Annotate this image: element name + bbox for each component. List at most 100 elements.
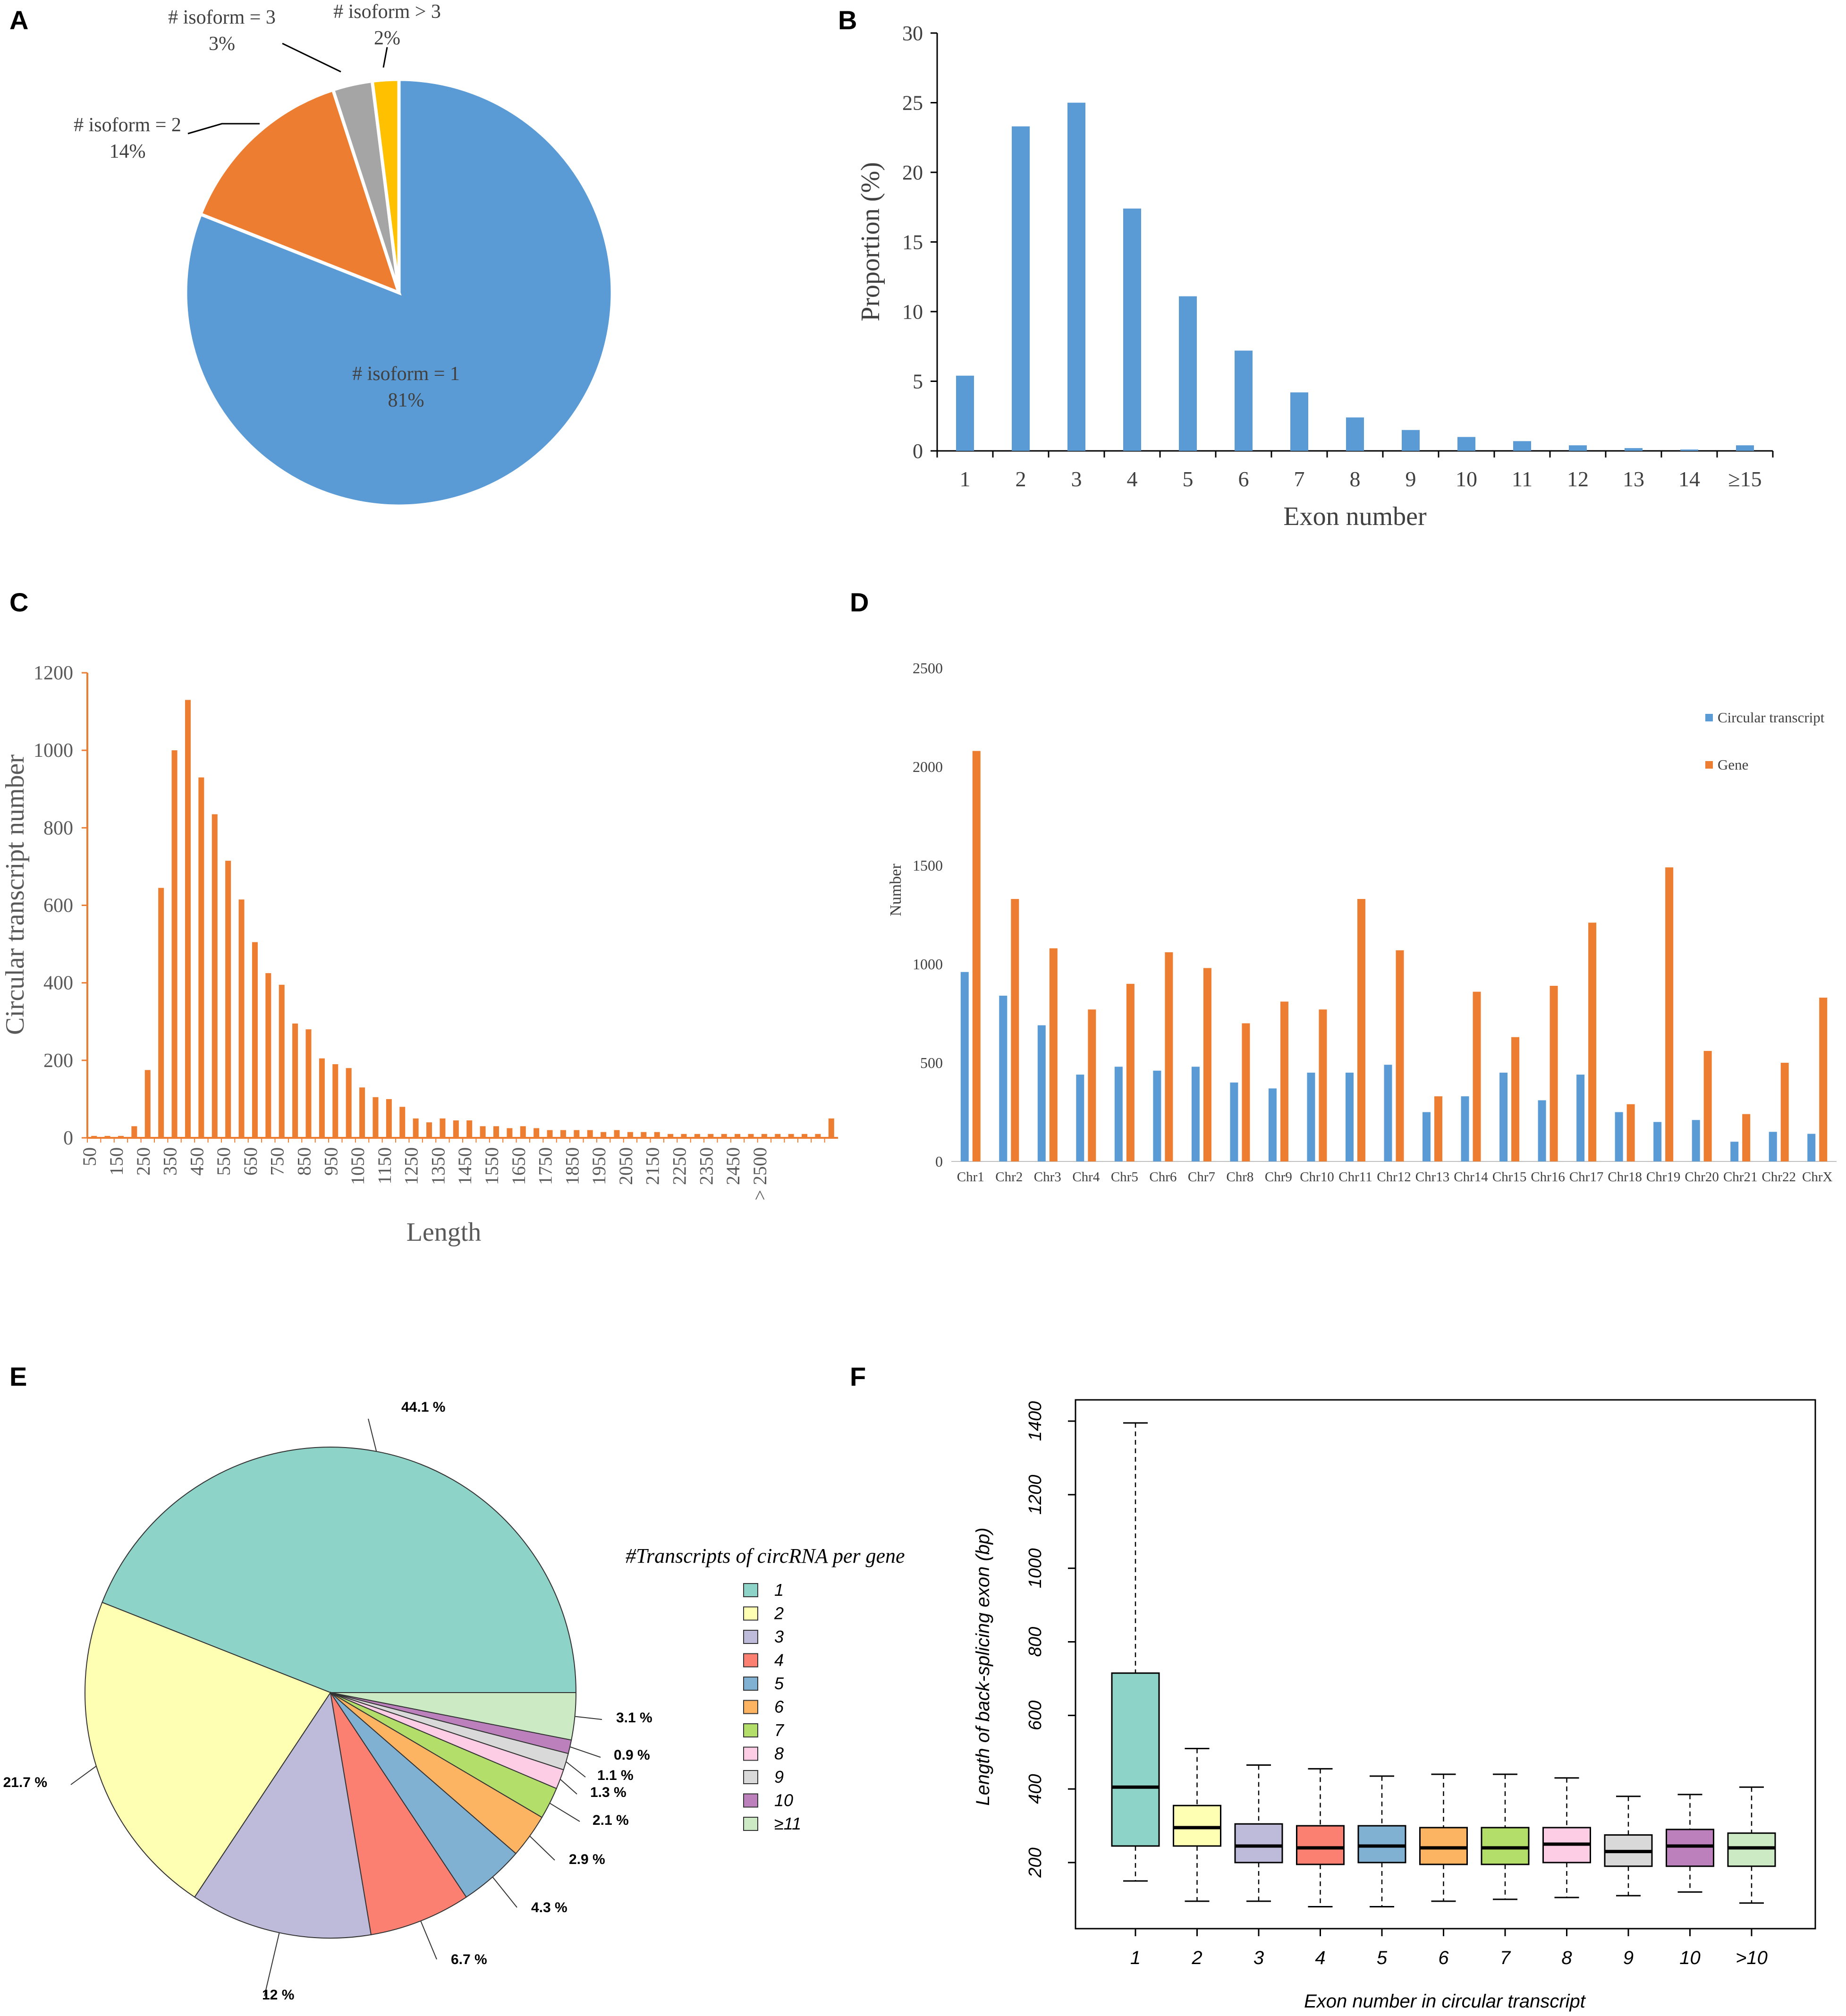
- bar: [158, 888, 164, 1138]
- y-axis-title: Proportion (%): [856, 162, 885, 322]
- x-tick-label: 3: [1253, 1948, 1264, 1968]
- bar: [627, 1132, 633, 1138]
- x-tick-label: 150: [106, 1147, 127, 1176]
- bar: [171, 750, 178, 1138]
- bar-circular-transcript: [1499, 1072, 1508, 1161]
- bar-gene: [1511, 1037, 1520, 1161]
- x-tick-label: 2: [1191, 1948, 1202, 1968]
- x-tick-label: Chr2: [995, 1169, 1023, 1185]
- y-tick-label: 2000: [913, 758, 943, 775]
- x-tick-label: >10: [1736, 1948, 1768, 1968]
- bar: [654, 1132, 660, 1138]
- legend-label: Gene: [1718, 756, 1748, 773]
- bar-gene: [1473, 991, 1481, 1161]
- bar: [748, 1134, 754, 1138]
- leader-line: [575, 1716, 602, 1720]
- legend-swatch: [743, 1677, 758, 1691]
- y-tick-label: 25: [902, 92, 923, 115]
- bar-circular-transcript: [1153, 1070, 1161, 1161]
- x-tick-label: 5: [1183, 467, 1194, 491]
- legend-label: 6: [774, 1697, 784, 1717]
- x-tick-label: Chr9: [1265, 1169, 1292, 1185]
- legend-swatch: [743, 1606, 758, 1621]
- bar: [399, 1107, 406, 1138]
- x-tick-label: 550: [213, 1147, 234, 1176]
- y-tick-label: 1200: [34, 662, 73, 684]
- legend-label: 4: [774, 1651, 784, 1670]
- bar: [681, 1134, 687, 1138]
- x-tick-label: 4: [1127, 467, 1138, 491]
- panel-a-pie-chart: # isoform = 1 81% # isoform = 2 14% # isofor…: [74, 1, 614, 508]
- bar-circular-transcript: [1769, 1132, 1777, 1161]
- x-tick-label: 11: [1512, 467, 1533, 491]
- x-tick-label: Chr7: [1188, 1169, 1215, 1185]
- bar-circular-transcript: [1807, 1134, 1816, 1161]
- leader-line: [549, 1803, 580, 1822]
- bar: [601, 1132, 607, 1138]
- x-tick-label: Chr8: [1226, 1169, 1253, 1185]
- bar: [735, 1134, 741, 1138]
- bar: [1513, 441, 1531, 451]
- bar: [332, 1064, 339, 1138]
- x-tick-label: Chr4: [1072, 1169, 1100, 1185]
- bar-gene: [1088, 1009, 1096, 1161]
- leader-line: [492, 1876, 517, 1908]
- x-axis-title: Length: [406, 1218, 482, 1247]
- legend-swatch: [743, 1583, 758, 1597]
- bar-circular-transcript: [1037, 1025, 1046, 1161]
- x-tick-label: Chr12: [1377, 1169, 1411, 1185]
- bar: [265, 973, 271, 1138]
- bar: [238, 899, 245, 1138]
- bar: [91, 1135, 97, 1138]
- bar: [252, 942, 258, 1138]
- bar: [453, 1120, 459, 1138]
- x-tick-label: Chr11: [1338, 1169, 1372, 1185]
- bar: [828, 1118, 834, 1138]
- bar-gene: [1049, 948, 1058, 1161]
- x-tick-label: ChrX: [1802, 1169, 1833, 1185]
- legend-label: 10: [774, 1791, 793, 1810]
- legend-label: 8: [774, 1744, 784, 1763]
- y-tick-label: 600: [43, 895, 73, 917]
- bar: [641, 1132, 647, 1138]
- x-tick-label: Chr19: [1646, 1169, 1681, 1185]
- bar-circular-transcript: [1576, 1075, 1585, 1161]
- leader-line: [264, 1932, 280, 1997]
- pie-percent-label: 44.1 %: [401, 1399, 445, 1415]
- bar-circular-transcript: [1423, 1112, 1431, 1161]
- bar-gene: [1780, 1063, 1789, 1161]
- x-tick-label: 50: [79, 1147, 100, 1166]
- bar: [694, 1134, 700, 1138]
- pie-slice: [194, 1691, 372, 1939]
- pie-percent-label: 81%: [388, 390, 424, 411]
- y-tick-label: 500: [920, 1054, 943, 1071]
- pie-label: # isoform > 3: [333, 1, 441, 23]
- bar: [185, 700, 191, 1138]
- x-tick-label: Chr5: [1111, 1169, 1138, 1185]
- bar-gene: [1434, 1096, 1443, 1161]
- legend-swatch: [1705, 761, 1713, 769]
- y-axis-title: Length of back-splicing exon (bp): [973, 1527, 993, 1805]
- bar: [426, 1122, 432, 1138]
- panel-letter-e: E: [9, 1362, 27, 1391]
- bar-circular-transcript: [960, 972, 969, 1161]
- leader-line: [566, 1761, 586, 1778]
- bar-circular-transcript: [1191, 1067, 1200, 1161]
- bar-gene: [1357, 899, 1365, 1161]
- leader-line: [529, 1836, 555, 1861]
- bar: [104, 1135, 110, 1138]
- bar-gene: [1165, 952, 1173, 1161]
- x-tick-label: 4: [1315, 1948, 1325, 1968]
- bar-circular-transcript: [1730, 1142, 1739, 1161]
- pie-percent-label: 1.3 %: [590, 1785, 627, 1800]
- bar: [131, 1126, 137, 1138]
- bar-gene: [1626, 1104, 1635, 1161]
- panel-f-boxplot: 200 400 600 800 1000 1200 1400 Length of back-s…: [973, 1399, 1816, 2012]
- bar-circular-transcript: [1653, 1122, 1662, 1161]
- bar: [1123, 208, 1141, 451]
- panel-letter-a: A: [9, 5, 28, 35]
- x-tick-label: Chr13: [1415, 1169, 1450, 1185]
- legend-label: 2: [774, 1604, 784, 1623]
- pie-label: # isoform = 1: [352, 363, 460, 385]
